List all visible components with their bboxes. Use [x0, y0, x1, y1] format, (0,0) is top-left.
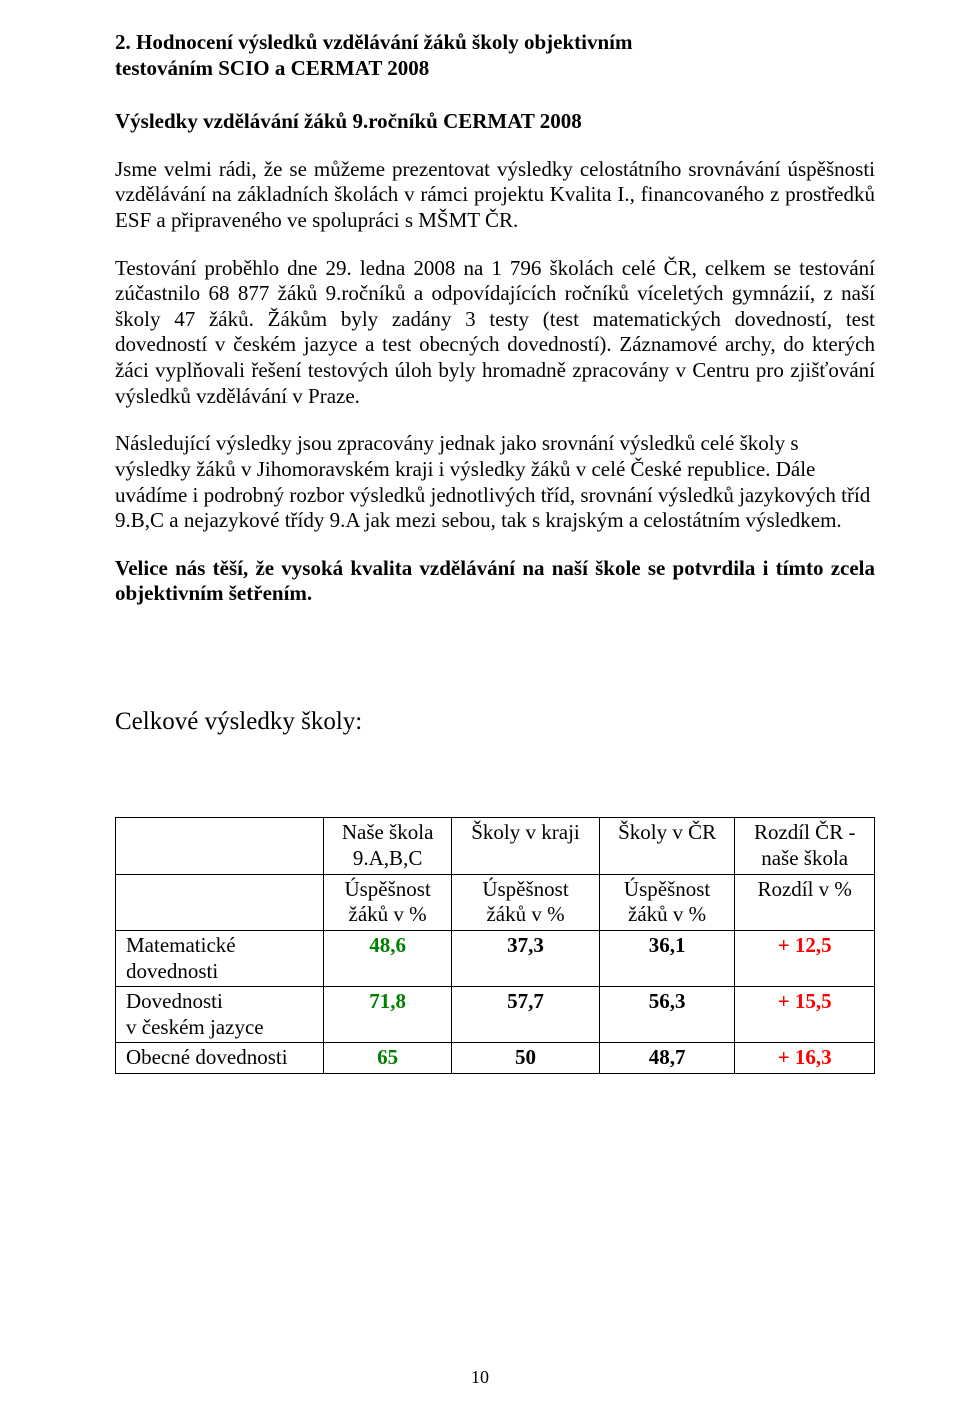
row-label-czech-l2: v českém jazyce — [126, 1015, 264, 1039]
subheader-our-school-l1: Úspěšnost — [334, 877, 441, 903]
row-label-czech: Dovednosti v českém jazyce — [116, 987, 324, 1043]
table-row: Dovednosti v českém jazyce 71,8 57,7 56,… — [116, 987, 875, 1043]
cell-czech-region: 57,7 — [452, 987, 600, 1043]
document-page: 2. Hodnocení výsledků vzdělávání žáků šk… — [0, 0, 960, 1407]
subheading: Výsledky vzdělávání žáků 9.ročníků CERMA… — [115, 109, 875, 135]
col-header-diff: Rozdíl ČR - naše škola — [735, 818, 875, 874]
cell-czech-country: 56,3 — [599, 987, 735, 1043]
section-title-line2: testováním SCIO a CERMAT 2008 — [115, 56, 429, 80]
cell-general-diff: + 16,3 — [735, 1043, 875, 1074]
subheader-region-l1: Úspěšnost — [462, 877, 589, 903]
paragraph-1: Jsme velmi rádi, že se můžeme prezentova… — [115, 157, 875, 234]
table-header-row-2: Úspěšnost žáků v % Úspěšnost žáků v % Ús… — [116, 874, 875, 930]
cell-math-ourschool: 48,6 — [323, 930, 451, 986]
table-header-row-1: Naše škola 9.A,B,C Školy v kraji Školy v… — [116, 818, 875, 874]
row-label-math: Matematické dovednosti — [116, 930, 324, 986]
cell-math-diff: + 12,5 — [735, 930, 875, 986]
page-number: 10 — [0, 1367, 960, 1389]
section-number: 2. — [115, 30, 131, 54]
subheader-our-school-l2: žáků v % — [334, 902, 441, 928]
table-subheader-empty — [116, 874, 324, 930]
row-label-math-l1: Matematické — [126, 933, 236, 957]
subheader-country: Úspěšnost žáků v % — [599, 874, 735, 930]
row-label-general: Obecné dovednosti — [116, 1043, 324, 1074]
table-row: Matematické dovednosti 48,6 37,3 36,1 + … — [116, 930, 875, 986]
table-row: Obecné dovednosti 65 50 48,7 + 16,3 — [116, 1043, 875, 1074]
table-corner-empty — [116, 818, 324, 874]
subheader-region: Úspěšnost žáků v % — [452, 874, 600, 930]
col-header-diff-l2: naše škola — [745, 846, 864, 872]
cell-math-country: 36,1 — [599, 930, 735, 986]
cell-general-region: 50 — [452, 1043, 600, 1074]
section-title-line1: Hodnocení výsledků vzdělávání žáků školy… — [136, 30, 633, 54]
col-header-country: Školy v ČR — [599, 818, 735, 874]
col-header-our-school-l2: 9.A,B,C — [334, 846, 441, 872]
subheader-diff: Rozdíl v % — [735, 874, 875, 930]
cell-general-country: 48,7 — [599, 1043, 735, 1074]
summary-title: Celkové výsledky školy: — [115, 707, 875, 738]
row-label-general-l1: Obecné dovednosti — [126, 1045, 288, 1069]
subheader-region-l2: žáků v % — [462, 902, 589, 928]
results-table: Naše škola 9.A,B,C Školy v kraji Školy v… — [115, 817, 875, 1073]
col-header-diff-l1: Rozdíl ČR - — [745, 820, 864, 846]
cell-general-ourschool: 65 — [323, 1043, 451, 1074]
cell-czech-ourschool: 71,8 — [323, 987, 451, 1043]
col-header-our-school: Naše škola 9.A,B,C — [323, 818, 451, 874]
row-label-czech-l1: Dovednosti — [126, 989, 223, 1013]
section-heading: 2. Hodnocení výsledků vzdělávání žáků šk… — [115, 30, 875, 81]
cell-math-region: 37,3 — [452, 930, 600, 986]
subheader-country-l2: žáků v % — [610, 902, 725, 928]
row-label-math-l2: dovednosti — [126, 959, 218, 983]
paragraph-4-bold: Velice nás těší, že vysoká kvalita vzděl… — [115, 556, 875, 607]
cell-czech-diff: + 15,5 — [735, 987, 875, 1043]
paragraph-3: Následující výsledky jsou zpracovány jed… — [115, 431, 875, 533]
col-header-region: Školy v kraji — [452, 818, 600, 874]
subheader-country-l1: Úspěšnost — [610, 877, 725, 903]
subheader-our-school: Úspěšnost žáků v % — [323, 874, 451, 930]
col-header-our-school-l1: Naše škola — [334, 820, 441, 846]
paragraph-2: Testování proběhlo dne 29. ledna 2008 na… — [115, 256, 875, 410]
